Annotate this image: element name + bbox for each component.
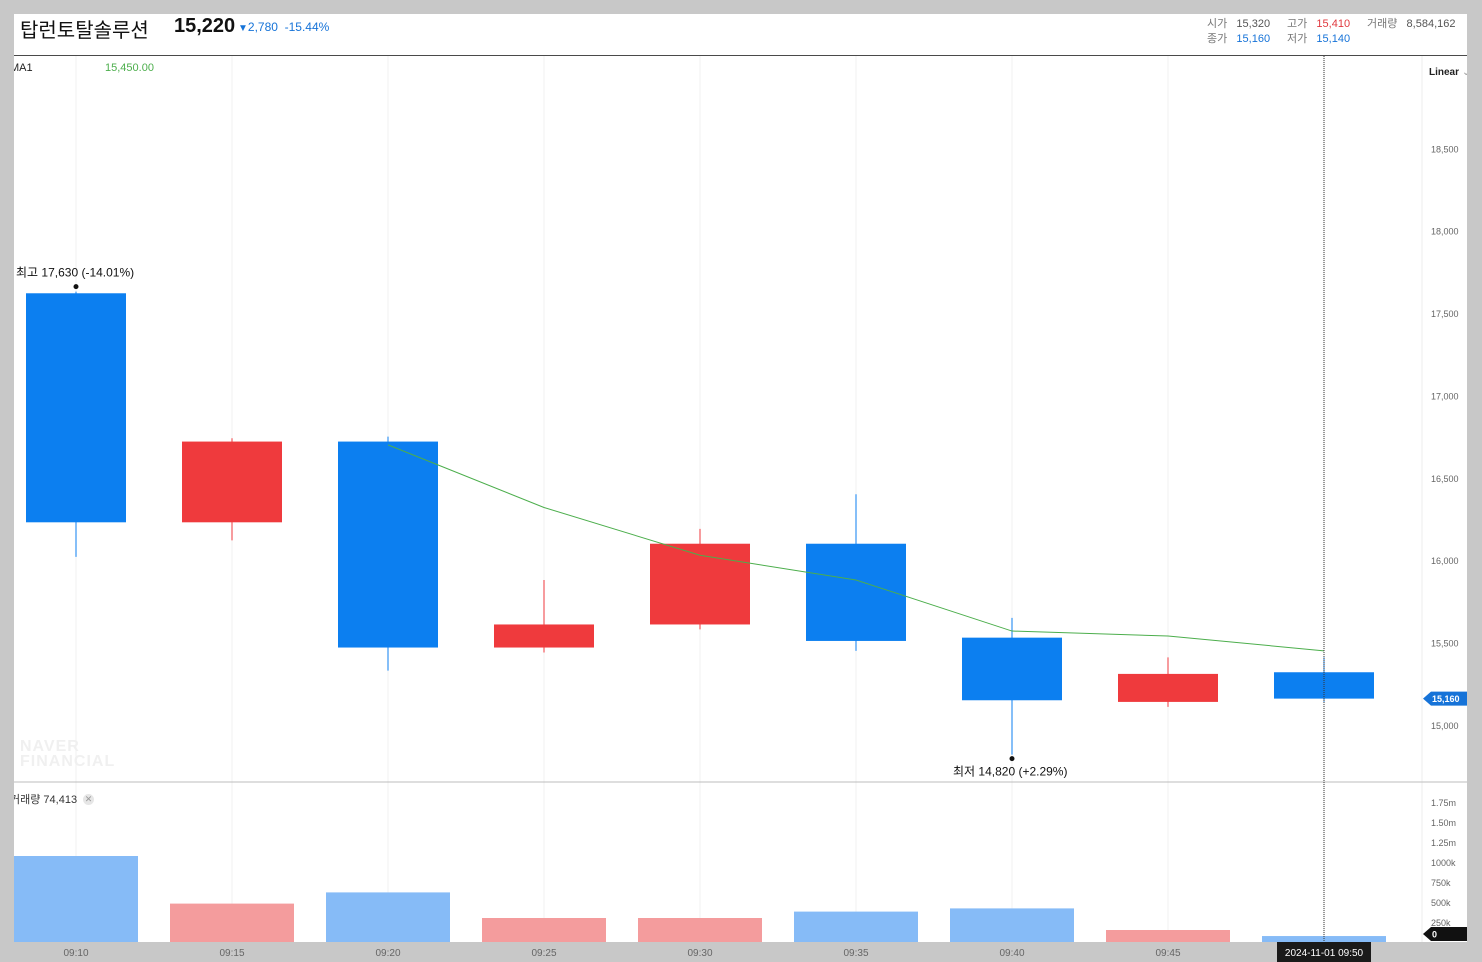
open-label: 시가: [1207, 18, 1228, 30]
naver-financial-watermark: NAVER FINANCIAL: [20, 738, 116, 770]
price-tick-label: 15,500: [1431, 639, 1459, 649]
down-arrow-icon: ▼: [238, 23, 248, 34]
candle-body[interactable]: [182, 441, 282, 523]
stock-name: 탑런토탈솔루션: [20, 20, 149, 42]
low-marker: [1009, 756, 1015, 762]
last-price-tag: [1423, 691, 1467, 706]
volume-tick-label: 250k: [1431, 918, 1451, 928]
volume-tick-label: 1.75m: [1431, 798, 1456, 808]
volume-tick-label: 750k: [1431, 878, 1451, 888]
chevron-down-icon: ⌄: [1462, 67, 1467, 78]
volume-label: 거래량: [1367, 18, 1398, 30]
last-price-label: 15,160: [1432, 694, 1460, 704]
high-label: 고가: [1287, 18, 1308, 30]
candle-body[interactable]: [338, 441, 438, 648]
candle-body[interactable]: [1118, 673, 1218, 702]
time-tick-label: 09:45: [1155, 948, 1180, 959]
price-tick-label: 18,000: [1431, 227, 1459, 237]
ohlc-volume: 거래량 8,584,162: [1367, 15, 1455, 31]
time-tick-label: 09:10: [63, 948, 88, 959]
time-tick-label: 09:20: [375, 948, 400, 959]
volume-panel-title: 거래량 74,413: [14, 794, 78, 806]
price-tick-label: 15,000: [1431, 721, 1459, 731]
low-annotation: 최저 14,820 (+2.29%): [953, 765, 1067, 779]
close-icon[interactable]: ✕: [83, 794, 95, 805]
volume-bar[interactable]: [1262, 936, 1386, 942]
low-value: 15,140: [1316, 33, 1351, 45]
candle-body[interactable]: [962, 637, 1062, 701]
price-tick-label: 17,500: [1431, 309, 1459, 319]
ohlc-open: 시가 15,320: [1207, 15, 1270, 31]
price-change: ▼2,780 -15.44%: [238, 20, 329, 34]
time-tick-label: 09:30: [687, 948, 712, 959]
ohlc-close: 종가 15,160: [1207, 30, 1270, 46]
crosshair-date-tag: [1277, 942, 1371, 962]
watermark-line-1: NAVER: [20, 738, 80, 755]
volume-value-label: 0: [1432, 930, 1437, 940]
time-tick-label: 09:35: [843, 948, 868, 959]
price-tick-label: 16,000: [1431, 556, 1459, 566]
volume-value: 8,584,162: [1406, 18, 1456, 30]
volume-bar[interactable]: [1106, 930, 1230, 942]
ma-line: [387, 444, 1325, 652]
volume-tick-label: 1000k: [1431, 858, 1456, 868]
volume-bar[interactable]: [170, 903, 294, 942]
candle-body[interactable]: [806, 543, 906, 641]
watermark-line-2: FINANCIAL: [20, 753, 116, 770]
volume-tick-label: 1.25m: [1431, 838, 1456, 848]
time-tick-label: 09:15: [219, 948, 244, 959]
scale-mode-label: Linear: [1429, 67, 1460, 78]
ma-indicator-value: 15,450.00: [105, 62, 154, 74]
ohlc-low: 저가 15,140: [1287, 30, 1350, 46]
high-marker: [73, 284, 79, 290]
time-tick-label: 09:40: [999, 948, 1024, 959]
chart-header: 탑런토탈솔루션 15,220 ▼2,780 -15.44% 시가 15,320 …: [14, 14, 1467, 56]
change-amount: 2,780: [247, 20, 278, 34]
volume-bar[interactable]: [794, 911, 918, 942]
high-annotation: 최고 17,630 (-14.01%): [16, 266, 134, 280]
low-label: 저가: [1287, 33, 1308, 45]
close-value: 15,160: [1236, 33, 1271, 45]
candle-body[interactable]: [494, 624, 594, 648]
ohlc-high: 고가 15,410: [1287, 15, 1350, 31]
current-price: 15,220: [174, 15, 236, 37]
candle-body[interactable]: [26, 293, 126, 523]
ma-indicator-label[interactable]: MA1: [14, 62, 33, 74]
crosshair-date-label: 2024-11-01 09:50: [1285, 948, 1364, 959]
close-label: 종가: [1207, 33, 1228, 45]
volume-bar[interactable]: [482, 918, 606, 942]
change-percent: -15.44%: [284, 20, 330, 34]
price-tick-label: 17,000: [1431, 391, 1459, 401]
volume-bar[interactable]: [950, 908, 1074, 942]
chart-frame[interactable]: 최고 17,630 (-14.01%) 최저 14,820 (+2.29%) 18…: [14, 14, 1467, 942]
volume-value-tag: [1423, 927, 1467, 941]
scale-mode-dropdown[interactable]: Linear ⌄: [1429, 67, 1467, 78]
open-value: 15,320: [1236, 18, 1271, 30]
volume-bar[interactable]: [14, 856, 138, 942]
time-axis: 09:10 09:15 09:20 09:25 09:30 09:35 09:40 09:45…: [63, 942, 1371, 962]
price-chart[interactable]: 최고 17,630 (-14.01%) 최저 14,820 (+2.29%) 18…: [14, 14, 1467, 942]
volume-tick-label: 1.50m: [1431, 818, 1456, 828]
volume-panel-label: 거래량 74,413 ✕: [14, 791, 95, 807]
price-tick-label: 18,500: [1431, 144, 1459, 154]
time-tick-label: 09:25: [531, 948, 556, 959]
high-value: 15,410: [1316, 18, 1351, 30]
price-tick-label: 16,500: [1431, 474, 1459, 484]
volume-bar[interactable]: [638, 918, 762, 942]
volume-tick-label: 500k: [1431, 898, 1451, 908]
volume-bar[interactable]: [326, 892, 450, 942]
candle-body[interactable]: [650, 543, 750, 625]
